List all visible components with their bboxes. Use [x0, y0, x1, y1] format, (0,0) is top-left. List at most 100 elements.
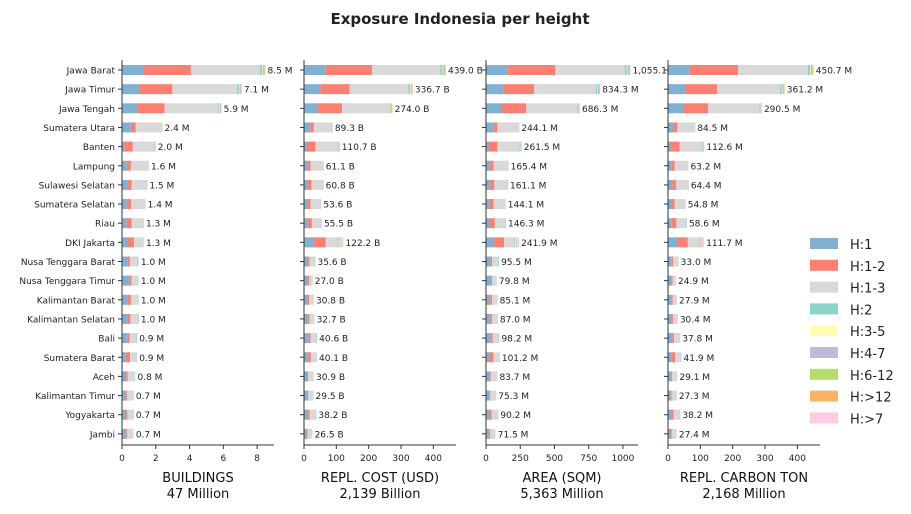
- category-label: Kalimantan Barat: [37, 296, 116, 306]
- bar-segment: [699, 237, 700, 247]
- x-tick-label: 8: [254, 454, 260, 464]
- x-tick-label: 400: [425, 454, 442, 464]
- bar-segment: [445, 65, 446, 75]
- bar-segment: [310, 122, 313, 132]
- bar-segment: [700, 237, 701, 247]
- bar-segment: [508, 65, 556, 75]
- bar-segment: [239, 84, 240, 94]
- bar-segment: [308, 314, 310, 324]
- bar-segment: [627, 65, 628, 75]
- x-axis-label: REPL. CARBON TON: [680, 471, 808, 486]
- bar-segment: [140, 84, 172, 94]
- bar-segment: [503, 84, 534, 94]
- bar-segment: [675, 161, 688, 171]
- bar-segment: [517, 237, 519, 247]
- bar-segment: [486, 180, 490, 190]
- bar-segment: [307, 199, 310, 209]
- bar-segment: [122, 237, 127, 247]
- category-label: Riau: [95, 220, 115, 230]
- category-label: Lampung: [73, 162, 115, 172]
- data-label: 1.0 M: [141, 277, 166, 287]
- data-label: 439.0 B: [448, 67, 483, 77]
- legend-swatch: [810, 369, 838, 380]
- bar-segment: [521, 142, 522, 152]
- bar-segment: [498, 257, 499, 267]
- bar-segment: [495, 218, 505, 228]
- bar-segment: [311, 333, 317, 343]
- bar-segment: [325, 65, 372, 75]
- data-label: 64.4 M: [691, 181, 722, 191]
- bar-segment: [486, 257, 491, 267]
- bar-segment: [191, 65, 260, 75]
- data-label: 274.0 B: [395, 105, 430, 115]
- legend-swatch: [810, 282, 838, 293]
- bar-segment: [494, 180, 507, 190]
- bar-segment: [311, 199, 321, 209]
- bar-segment: [759, 103, 760, 113]
- bar-segment: [138, 314, 139, 324]
- data-label: 0.9 M: [139, 354, 164, 364]
- bar-segment: [130, 314, 138, 324]
- category-label: Jawa Barat: [66, 67, 116, 77]
- bar-segment: [489, 391, 490, 401]
- bar-segment: [122, 161, 127, 171]
- bar-segment: [686, 84, 718, 94]
- data-label: 1.5 M: [149, 181, 174, 191]
- bar-segment: [133, 142, 154, 152]
- category-label: Sumatera Barat: [44, 354, 116, 364]
- bar-segment: [808, 65, 810, 75]
- x-tick-label: 100: [692, 454, 709, 464]
- x-tick-label: 200: [724, 454, 741, 464]
- x-tick-label: 200: [360, 454, 377, 464]
- x-tick-label: 0: [301, 454, 307, 464]
- data-label: 0.8 M: [138, 373, 163, 383]
- data-label: 101.2 M: [502, 354, 538, 364]
- data-label: 161.1 M: [510, 181, 546, 191]
- bar-segment: [122, 371, 126, 381]
- bar-segment: [810, 65, 811, 75]
- bar-segment: [132, 180, 146, 190]
- data-label: 38.2 B: [318, 411, 347, 421]
- bar-segment: [309, 333, 311, 343]
- bar-segment: [493, 122, 497, 132]
- bar-segment: [672, 391, 676, 401]
- bar-segment: [514, 237, 515, 247]
- data-label: 110.7 B: [342, 143, 377, 153]
- data-label: 37.8 M: [682, 335, 713, 345]
- data-label: 1.3 M: [146, 239, 171, 249]
- bar-segment: [668, 314, 671, 324]
- bar-segment: [339, 142, 340, 152]
- bar-segment: [307, 391, 308, 401]
- data-label: 90.2 M: [500, 411, 531, 421]
- bar-segment: [486, 371, 489, 381]
- bar-segment: [703, 142, 704, 152]
- bar-segment: [309, 276, 312, 286]
- data-label: 7.1 M: [244, 86, 269, 96]
- bar-segment: [308, 180, 312, 190]
- bar-segment: [143, 237, 144, 247]
- bar-segment: [492, 295, 497, 305]
- data-label: 29.5 B: [316, 392, 345, 402]
- data-label: 24.9 M: [678, 277, 709, 287]
- category-label: Nusa Tenggara Timur: [19, 277, 115, 287]
- x-axis-subtitle: 2,168 Million: [702, 487, 785, 502]
- bar-segment: [409, 84, 411, 94]
- bar-segment: [122, 333, 127, 343]
- category-label: Sulawesi Selatan: [39, 181, 115, 191]
- bar-segment: [165, 103, 219, 113]
- bar-segment: [672, 161, 675, 171]
- bar-segment: [304, 257, 308, 267]
- bar-segment: [308, 429, 312, 439]
- data-label: 244.1 M: [521, 124, 557, 134]
- bar-segment: [126, 391, 127, 401]
- data-label: 0.7 M: [136, 411, 161, 421]
- legend-label: H:1-3: [850, 282, 885, 297]
- x-axis-label: REPL. COST (USD): [321, 471, 439, 486]
- bar-segment: [630, 65, 631, 75]
- x-tick-label: 0: [119, 454, 125, 464]
- data-label: 40.1 B: [319, 354, 348, 364]
- bar-segment: [122, 103, 138, 113]
- data-label: 83.7 M: [499, 373, 530, 383]
- bar-segment: [673, 276, 676, 286]
- data-label: 30.4 M: [680, 315, 711, 325]
